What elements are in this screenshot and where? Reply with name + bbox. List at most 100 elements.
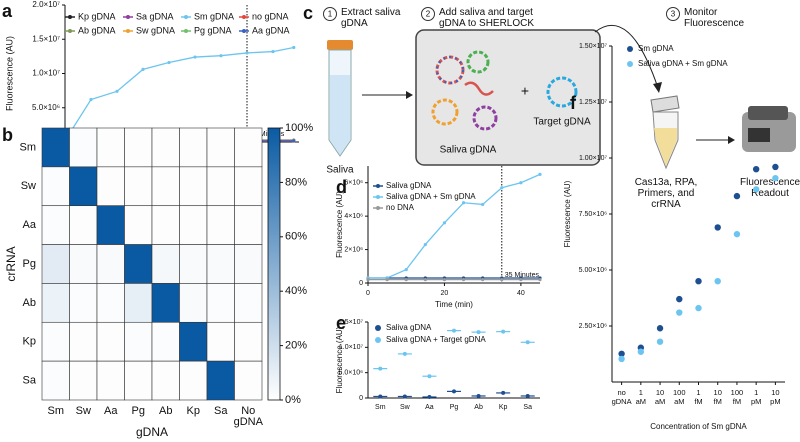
dna-strand bbox=[466, 50, 490, 74]
point bbox=[481, 202, 485, 207]
legend-label: Aa gDNA bbox=[252, 25, 290, 35]
heatmap-cell bbox=[151, 244, 180, 284]
heatmap-cell bbox=[124, 321, 153, 362]
legend-label: Sm gDNA bbox=[638, 44, 674, 53]
y-tick-label: 6×10⁶ bbox=[344, 180, 363, 187]
step-text: Monitor Fluorescence bbox=[684, 7, 744, 29]
x-axis-title: gDNA bbox=[136, 425, 168, 439]
heatmap-cell bbox=[41, 127, 70, 168]
point bbox=[115, 89, 119, 93]
y-tick-label: 2×10⁶ bbox=[344, 246, 363, 253]
tube-cap bbox=[650, 95, 680, 113]
reader-lid bbox=[748, 106, 788, 120]
heatmap-cell bbox=[151, 166, 180, 207]
point bbox=[481, 278, 485, 282]
x-tick-label: Kp bbox=[187, 405, 200, 417]
point bbox=[752, 166, 760, 173]
step-number: 3 bbox=[671, 10, 676, 19]
point bbox=[714, 278, 721, 285]
point bbox=[676, 309, 683, 316]
legend-label: Sw gDNA bbox=[136, 25, 175, 35]
point bbox=[501, 329, 506, 334]
point bbox=[695, 304, 702, 312]
heatmap-cell bbox=[151, 205, 180, 245]
panel-label: a bbox=[2, 1, 13, 21]
point bbox=[423, 278, 427, 282]
heatmap-cell bbox=[179, 166, 208, 207]
point bbox=[461, 278, 466, 282]
y-axis-title: Fluorescence (AU) bbox=[563, 180, 572, 247]
heatmap-cell bbox=[234, 127, 263, 168]
legend-marker bbox=[242, 29, 246, 33]
legend-marker bbox=[376, 206, 380, 210]
heatmap-cell bbox=[179, 283, 208, 323]
plus-sign: + bbox=[521, 83, 529, 99]
point bbox=[695, 278, 702, 285]
dna-strand bbox=[472, 105, 498, 131]
point bbox=[519, 278, 523, 282]
legend-label: Pg gDNA bbox=[194, 25, 232, 35]
point bbox=[271, 49, 275, 54]
x-tick-label: Sw bbox=[76, 405, 91, 417]
point bbox=[500, 278, 504, 282]
heatmap-cell bbox=[179, 321, 208, 362]
step-circle bbox=[666, 7, 680, 21]
y-tick-label: Sa bbox=[23, 374, 37, 386]
target-label: Target gDNA bbox=[533, 117, 591, 128]
x-tick-label: 100 aM bbox=[673, 388, 686, 406]
legend-marker bbox=[376, 195, 380, 199]
y-tick-label: Aa bbox=[23, 219, 37, 231]
y-tick-label: 1.00×10⁷ bbox=[579, 155, 607, 162]
heatmap-cell bbox=[69, 321, 98, 362]
point bbox=[385, 278, 389, 282]
heatmap-cell bbox=[41, 283, 70, 323]
diagram: c 1 Extract saliva gDNA 2 Add saliva and … bbox=[303, 3, 800, 210]
y-tick-label: 0 bbox=[359, 395, 363, 402]
point bbox=[461, 201, 466, 205]
point bbox=[219, 54, 223, 58]
legend-label: Saliva gDNA + Sm gDNA bbox=[386, 192, 476, 201]
heatmap-cell bbox=[69, 166, 98, 207]
point bbox=[427, 374, 432, 379]
heatmap-cell bbox=[179, 360, 208, 401]
step-number: 1 bbox=[328, 10, 333, 19]
heatmap-cell bbox=[234, 321, 263, 362]
heatmap-cell bbox=[124, 127, 153, 168]
panel-label: e bbox=[336, 313, 346, 333]
point bbox=[656, 325, 664, 332]
x-tick-label: 40 bbox=[517, 290, 525, 297]
point bbox=[500, 186, 504, 190]
x-tick-label: 1 pM bbox=[751, 388, 761, 406]
dna-strand bbox=[464, 81, 494, 96]
heatmap-cell bbox=[206, 360, 235, 401]
legend-label: no gDNA bbox=[252, 11, 289, 21]
step-text: Add saliva and target gDNA to SHERLOCK bbox=[439, 7, 534, 29]
y-axis-title: crRNA bbox=[4, 246, 18, 281]
tube-liquid bbox=[330, 75, 350, 155]
legend-label: Saliva gDNA bbox=[386, 323, 432, 332]
y-axis-title: Fluorescence (AU) bbox=[335, 326, 344, 393]
point bbox=[404, 278, 408, 282]
point bbox=[733, 230, 741, 238]
heatmap-cell bbox=[151, 283, 180, 323]
saliva-label: Saliva bbox=[326, 165, 354, 176]
x-tick-label: Sa bbox=[523, 404, 532, 411]
heatmap-cell bbox=[179, 244, 208, 284]
colorbar-label: 20% bbox=[285, 340, 307, 352]
point bbox=[292, 139, 296, 143]
reader-screen bbox=[748, 128, 770, 142]
legend-label: Ab gDNA bbox=[78, 25, 116, 35]
y-tick-label: 2.0×10⁷ bbox=[32, 0, 60, 9]
heatmap-cell bbox=[234, 166, 263, 207]
heatmap-cell bbox=[234, 205, 263, 245]
x-tick-label: Kp bbox=[499, 404, 508, 411]
point bbox=[538, 278, 542, 282]
heatmap-cell bbox=[179, 127, 208, 168]
y-tick-label: 2.50×10⁶ bbox=[579, 323, 607, 330]
tube-cap bbox=[327, 40, 353, 50]
x-tick-label: 1 fM bbox=[694, 388, 702, 406]
series-line bbox=[368, 173, 541, 279]
heatmap-cell bbox=[96, 321, 125, 362]
heatmap-cell bbox=[151, 321, 180, 362]
point bbox=[752, 186, 760, 193]
